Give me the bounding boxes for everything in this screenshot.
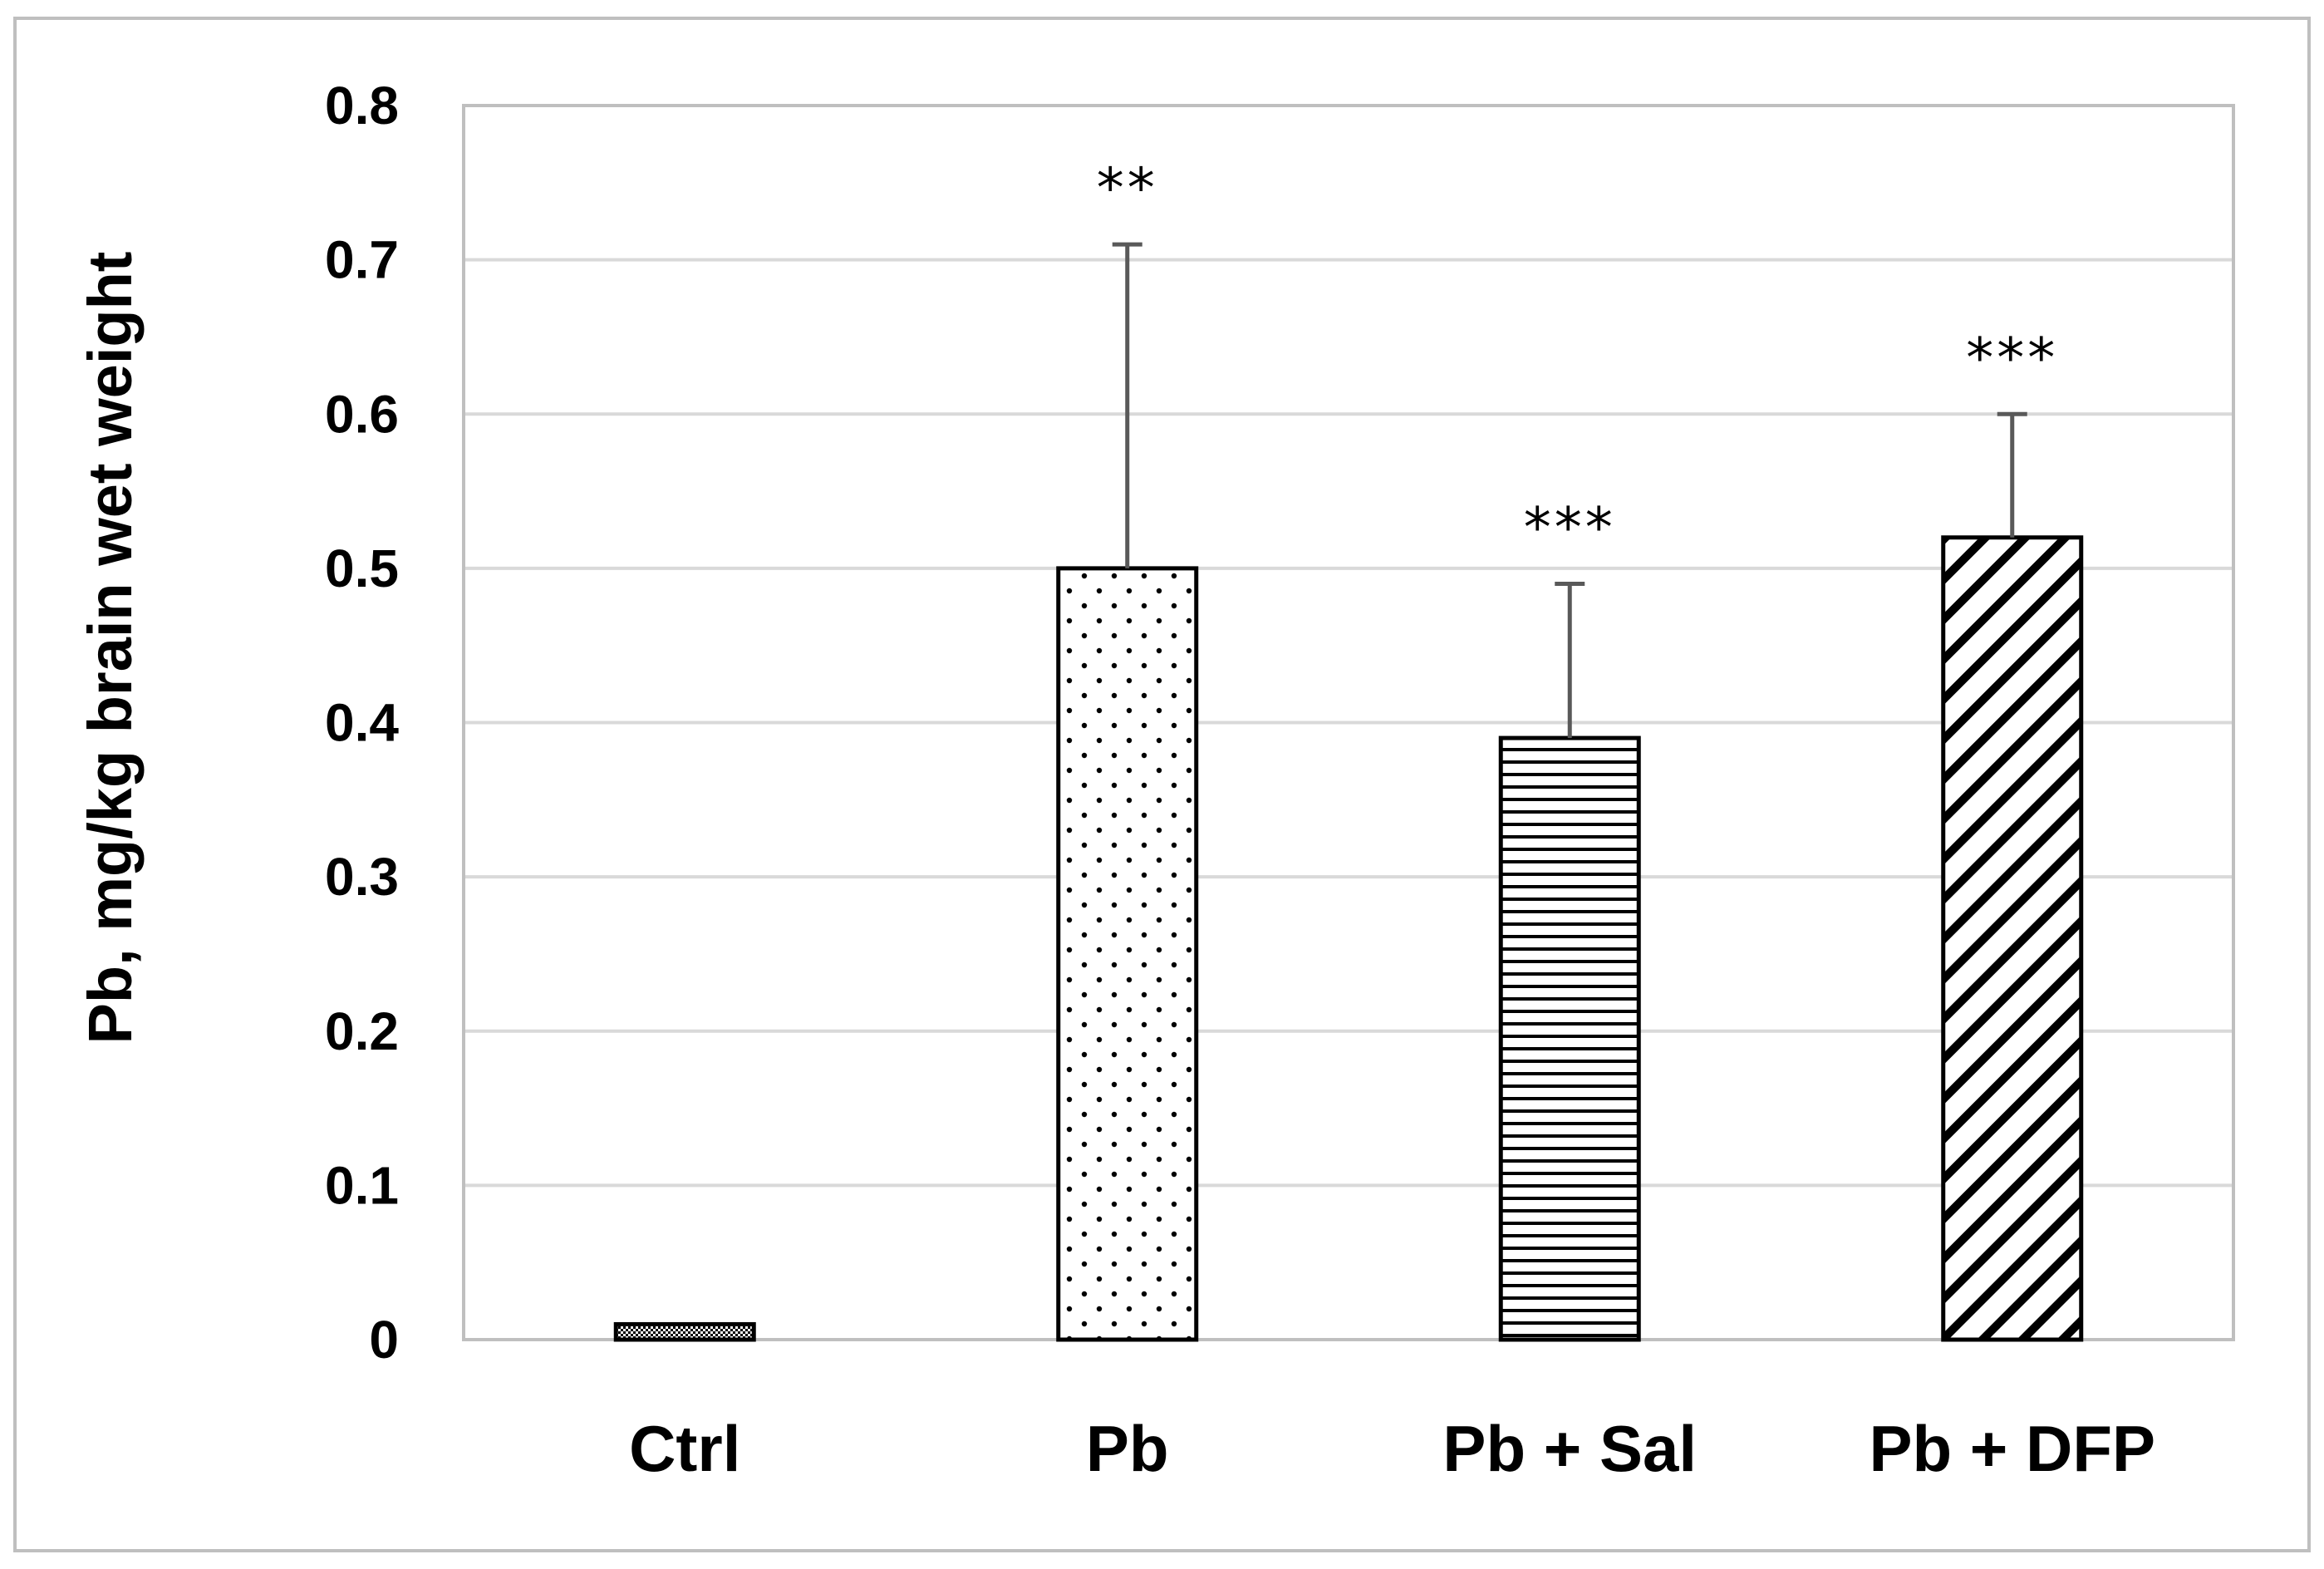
bars: [613, 535, 2084, 1342]
y-tick-label: 0.3: [325, 847, 399, 907]
bar-ctrl: [613, 1321, 756, 1342]
y-tick-label: 0.1: [325, 1155, 399, 1215]
x-category-label: Ctrl: [629, 1412, 740, 1485]
y-tick-label: 0.8: [325, 76, 399, 135]
x-axis-categories: Ctrl Pb Pb + Sal Pb + DFP: [629, 1412, 2155, 1485]
x-category-label: Pb: [1086, 1412, 1169, 1485]
gridlines: [464, 258, 2233, 1188]
y-tick-label: 0.2: [325, 1001, 399, 1061]
bar-pb-dfp: [1941, 535, 2084, 1342]
y-tick-label: 0.5: [325, 539, 399, 598]
bar-pb-sal: [1498, 735, 1641, 1342]
plot-area-border: [462, 104, 2235, 1341]
x-category-label: Pb + DFP: [1869, 1412, 2155, 1485]
y-tick-label: 0: [369, 1310, 399, 1370]
significance-marker: ***: [1524, 495, 1616, 559]
y-axis-ticks: 0 0.1 0.2 0.3 0.4 0.5 0.6 0.7 0.8: [325, 76, 399, 1370]
x-category-label: Pb + Sal: [1442, 1412, 1697, 1485]
significance-markers: ********: [1097, 156, 2058, 559]
significance-marker: **: [1097, 156, 1158, 220]
y-tick-label: 0.4: [325, 693, 399, 753]
y-axis-title: Pb, mg/kg brain wet weight: [76, 252, 145, 1045]
bar-pb: [1056, 566, 1199, 1342]
error-bars: [1112, 242, 2027, 739]
significance-marker: ***: [1966, 326, 2058, 390]
y-tick-label: 0.6: [325, 384, 399, 444]
y-tick-label: 0.7: [325, 230, 399, 290]
